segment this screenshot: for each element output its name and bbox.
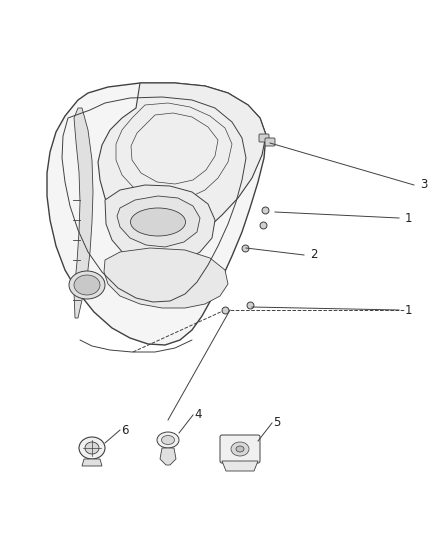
Ellipse shape: [79, 437, 105, 459]
FancyBboxPatch shape: [220, 435, 260, 463]
Polygon shape: [104, 248, 228, 308]
Ellipse shape: [131, 208, 186, 236]
Text: 1: 1: [405, 212, 413, 224]
Text: 4: 4: [194, 408, 201, 422]
FancyBboxPatch shape: [265, 138, 275, 146]
Text: 5: 5: [273, 416, 280, 430]
Ellipse shape: [236, 446, 244, 452]
Polygon shape: [98, 83, 266, 242]
Polygon shape: [222, 461, 258, 471]
Ellipse shape: [85, 442, 99, 454]
Polygon shape: [117, 196, 200, 247]
Polygon shape: [74, 108, 93, 318]
Polygon shape: [82, 459, 102, 466]
Polygon shape: [47, 83, 266, 345]
Polygon shape: [105, 185, 215, 266]
Text: 3: 3: [420, 179, 427, 191]
Polygon shape: [160, 448, 176, 465]
Ellipse shape: [69, 271, 105, 299]
Text: 1: 1: [405, 303, 413, 317]
Ellipse shape: [157, 432, 179, 448]
FancyBboxPatch shape: [259, 134, 269, 142]
Ellipse shape: [74, 275, 100, 295]
Text: 2: 2: [310, 248, 318, 262]
Text: 6: 6: [121, 424, 128, 437]
Ellipse shape: [162, 435, 174, 445]
Ellipse shape: [231, 442, 249, 456]
